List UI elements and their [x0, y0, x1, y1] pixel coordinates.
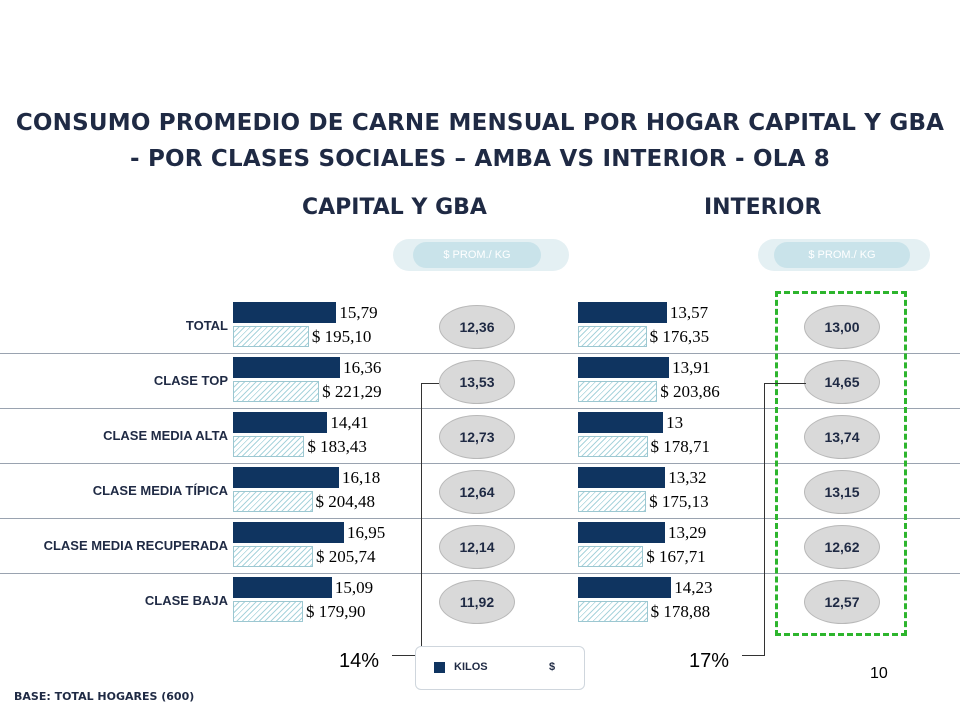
kilos-value-label: 16,36 [343, 358, 382, 378]
kilos-bar [233, 577, 332, 598]
row-separator [550, 463, 960, 464]
pesos-bar [578, 436, 648, 457]
pesos-value-label: $ 205,74 [316, 547, 376, 567]
kilos-bar [578, 302, 667, 323]
price-per-kg-ellipse: 12,73 [439, 415, 515, 459]
pct-interior: 17% [689, 650, 730, 672]
pct-capital: 14% [339, 650, 380, 672]
price-per-kg-ellipse: 13,53 [439, 360, 515, 404]
row-separator [0, 518, 550, 519]
price-per-kg-ellipse: 12,62 [804, 525, 880, 569]
row-separator [550, 408, 960, 409]
pesos-value-label: $ 178,71 [650, 437, 711, 457]
pesos-value-label: $ 204,48 [315, 492, 376, 512]
price-pill-interior-label: $ PROM./ KG [774, 242, 910, 268]
kilos-bar [578, 577, 672, 598]
price-per-kg-ellipse: 12,14 [439, 525, 515, 569]
category-label: CLASE MEDIA TÍPICA [92, 483, 228, 498]
price-per-kg-ellipse: 13,15 [804, 470, 880, 514]
kilos-bar [578, 412, 664, 433]
legend: KILOS $ [415, 646, 585, 690]
kilos-bar [233, 467, 339, 488]
kilos-bar [233, 412, 328, 433]
kilos-value-label: 13,32 [668, 468, 707, 488]
price-per-kg-ellipse: 11,92 [439, 580, 515, 624]
pesos-bar [578, 601, 648, 622]
price-pill-capital-label: $ PROM./ KG [413, 242, 541, 268]
bracket-interior [764, 383, 765, 655]
kilos-value-label: 14,23 [674, 578, 713, 598]
kilos-bar [233, 302, 337, 323]
category-label: CLASE MEDIA RECUPERADA [43, 538, 228, 553]
price-pill-interior: $ PROM./ KG [758, 239, 930, 271]
kilos-value-label: 14,41 [330, 413, 369, 433]
panel-title-capital: CAPITAL Y GBA [302, 195, 487, 220]
bracket-interior-top [764, 383, 806, 384]
pesos-bar [233, 326, 309, 347]
pesos-value-label: $ 175,13 [649, 492, 709, 512]
kilos-bar [578, 467, 666, 488]
kilos-value-label: 13 [666, 413, 684, 433]
kilos-bar [578, 522, 666, 543]
pesos-bar [578, 326, 647, 347]
page-number: 10 [870, 665, 888, 682]
category-label: CLASE TOP [153, 373, 228, 388]
base-note: BASE: TOTAL HOGARES (600) [14, 690, 195, 703]
kilos-value-label: 13,91 [672, 358, 711, 378]
pesos-value-label: $ 195,10 [311, 327, 372, 347]
row-separator [0, 463, 550, 464]
pesos-value-label: $ 221,29 [322, 382, 382, 402]
category-label: CLASE MEDIA ALTA [103, 428, 228, 443]
kilos-bar [578, 357, 670, 378]
pesos-bar [233, 491, 313, 512]
row-separator [550, 573, 960, 574]
category-label: TOTAL [185, 318, 228, 333]
row-separator [0, 353, 550, 354]
pesos-bar [233, 601, 303, 622]
row-separator [550, 353, 960, 354]
kilos-bar [233, 522, 345, 543]
row-separator [550, 518, 960, 519]
price-per-kg-ellipse: 13,74 [804, 415, 880, 459]
pesos-bar [578, 381, 658, 402]
pesos-bar [578, 546, 644, 567]
kilos-value-label: 16,95 [347, 523, 386, 543]
chart-title-line2: - POR CLASES SOCIALES – AMBA VS INTERIOR… [130, 146, 830, 172]
pesos-bar [578, 491, 647, 512]
chart-title-line1: CONSUMO PROMEDIO DE CARNE MENSUAL POR HO… [15, 110, 945, 136]
panel-title-interior: INTERIOR [704, 195, 822, 220]
legend-kilos-swatch [434, 662, 445, 673]
price-per-kg-ellipse: 12,57 [804, 580, 880, 624]
highlight-box [775, 291, 907, 636]
pesos-bar [233, 546, 314, 567]
pesos-value-label: $ 176,35 [649, 327, 710, 347]
kilos-value-label: 15,79 [339, 303, 378, 323]
pesos-value-label: $ 183,43 [307, 437, 367, 457]
bracket-capital-bottom [392, 655, 422, 656]
price-pill-capital: $ PROM./ KG [393, 239, 569, 271]
row-separator [0, 408, 550, 409]
pesos-value-label: $ 179,90 [305, 602, 366, 622]
row-separator [0, 573, 550, 574]
kilos-value-label: 13,57 [669, 303, 709, 323]
bracket-interior-bottom [742, 655, 765, 656]
kilos-value-label: 13,29 [668, 523, 707, 543]
kilos-value-label: 16,18 [341, 468, 381, 488]
bracket-capital-top [421, 383, 439, 384]
pesos-value-label: $ 167,71 [646, 547, 706, 567]
pesos-value-label: $ 178,88 [650, 602, 711, 622]
pesos-bar [233, 381, 320, 402]
legend-kilos-label: KILOS [454, 661, 488, 673]
pesos-value-label: $ 203,86 [660, 382, 720, 402]
price-per-kg-ellipse: 13,00 [804, 305, 880, 349]
price-per-kg-ellipse: 12,36 [439, 305, 515, 349]
pesos-bar [233, 436, 305, 457]
legend-pesos-label: $ [549, 661, 556, 673]
price-per-kg-ellipse: 14,65 [804, 360, 880, 404]
price-per-kg-ellipse: 12,64 [439, 470, 515, 514]
kilos-bar [233, 357, 341, 378]
kilos-value-label: 15,09 [334, 578, 374, 598]
category-label: CLASE BAJA [144, 593, 228, 608]
bracket-capital [421, 383, 422, 655]
